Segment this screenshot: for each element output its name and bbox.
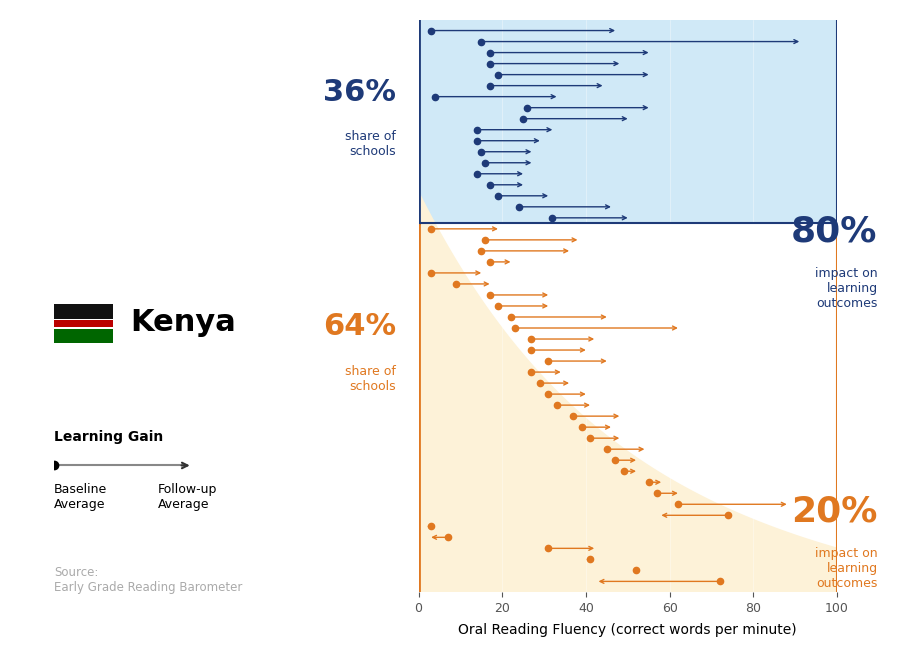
Text: impact on
learning
outcomes: impact on learning outcomes — [814, 267, 878, 310]
Text: 80%: 80% — [791, 215, 878, 249]
Bar — [54, 329, 112, 343]
Text: 36%: 36% — [323, 78, 396, 107]
Text: 20%: 20% — [791, 495, 878, 529]
Text: Kenya: Kenya — [130, 308, 236, 337]
Text: Follow-up
Average: Follow-up Average — [158, 483, 217, 511]
Text: impact on
learning
outcomes: impact on learning outcomes — [814, 547, 878, 590]
Text: Source:
Early Grade Reading Barometer: Source: Early Grade Reading Barometer — [54, 566, 242, 594]
Bar — [54, 327, 112, 329]
Bar — [54, 305, 112, 318]
Polygon shape — [418, 190, 837, 592]
Text: share of
schools: share of schools — [345, 365, 396, 393]
Bar — [54, 320, 112, 327]
X-axis label: Oral Reading Fluency (correct words per minute): Oral Reading Fluency (correct words per … — [458, 624, 797, 637]
Text: Baseline
Average: Baseline Average — [54, 483, 107, 511]
Text: Learning Gain: Learning Gain — [54, 430, 163, 444]
Bar — [418, 20, 837, 223]
Text: 64%: 64% — [323, 312, 396, 342]
Text: share of
schools: share of schools — [345, 130, 396, 158]
Bar — [54, 318, 112, 320]
